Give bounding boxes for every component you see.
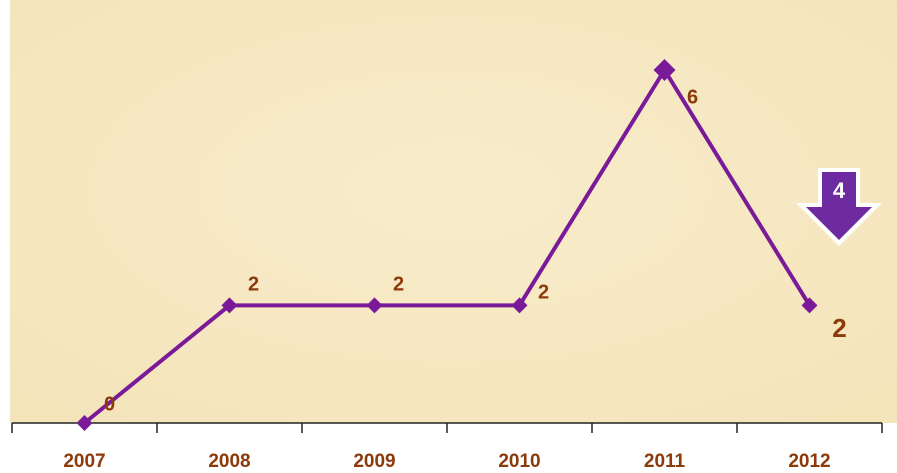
x-tick-label: 2007 [63,451,105,472]
x-tick-label: 2012 [788,451,830,472]
marker [76,415,93,431]
marker [366,297,383,314]
marker [653,59,676,81]
data-label: 2 [393,274,404,296]
data-label: 2 [538,282,549,304]
marker [511,297,528,314]
marker [221,297,238,314]
plot-background [10,0,897,423]
data-label: 2 [832,313,846,343]
data-label: 2 [248,274,259,296]
x-tick-label: 2011 [644,451,686,472]
data-label: 0 [104,393,115,415]
x-tick-label: 2010 [498,451,540,472]
x-tick-label: 2008 [208,451,250,472]
annotation-arrow: 4 [796,168,882,246]
data-label: 6 [687,86,698,108]
x-tick-label: 2009 [353,451,395,472]
marker [801,297,818,314]
annotation-text: 4 [833,178,846,203]
line [83,68,812,425]
